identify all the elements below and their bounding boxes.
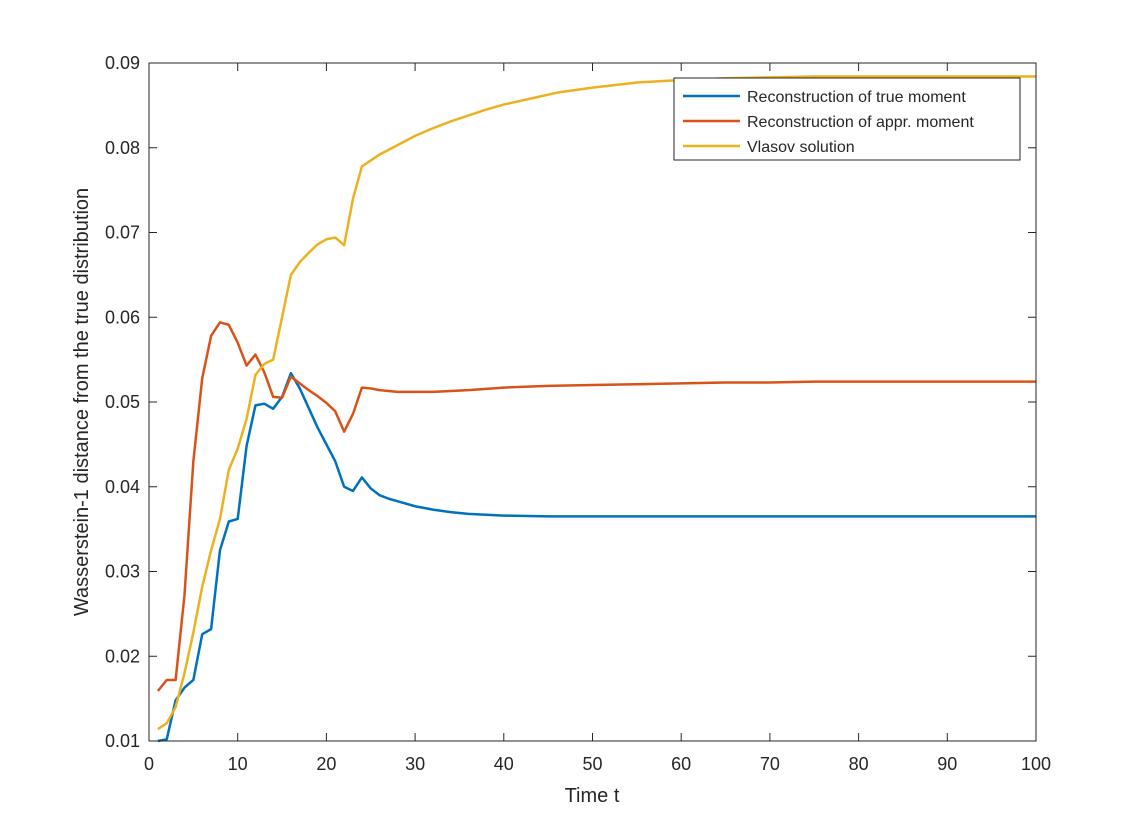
plot-area [149, 63, 1036, 741]
x-tick-label: 80 [849, 754, 869, 774]
y-tick-label: 0.05 [105, 392, 140, 412]
y-tick-label: 0.09 [105, 53, 140, 73]
x-tick-label: 30 [405, 754, 425, 774]
x-tick-label: 40 [494, 754, 514, 774]
x-tick-label: 0 [144, 754, 154, 774]
tick-layer: 0 10 20 30 40 50 60 70 80 90 100 0.01 0.02 0.03 0.04 0.… [105, 53, 1051, 774]
y-tick-label: 0.06 [105, 307, 140, 327]
legend-label-vlasov: Vlasov solution [747, 139, 855, 156]
x-tick-label: 70 [760, 754, 780, 774]
legend: Reconstruction of true moment Reconstruc… [673, 77, 1021, 161]
y-tick-label: 0.01 [105, 731, 140, 751]
x-tick-label: 100 [1021, 754, 1051, 774]
y-tick-label: 0.03 [105, 562, 140, 582]
legend-label-appr-moment: Reconstruction of appr. moment [747, 114, 974, 131]
y-tick-label: 0.04 [105, 477, 140, 497]
y-tick-label: 0.07 [105, 223, 140, 243]
x-axis-label: Time t [565, 785, 620, 807]
y-axis-label: Wasserstein-1 distance from the true dis… [71, 188, 93, 616]
x-tick-label: 50 [582, 754, 602, 774]
legend-label-true-moment: Reconstruction of true moment [747, 89, 966, 106]
x-tick-label: 10 [228, 754, 248, 774]
y-tick-label: 0.02 [105, 646, 140, 666]
x-tick-label: 90 [937, 754, 957, 774]
x-tick-label: 60 [671, 754, 691, 774]
series-line-0 [157, 371, 1036, 743]
series-line-1 [156, 321, 1036, 692]
x-tick-label: 20 [316, 754, 336, 774]
y-tick-label: 0.08 [105, 138, 140, 158]
